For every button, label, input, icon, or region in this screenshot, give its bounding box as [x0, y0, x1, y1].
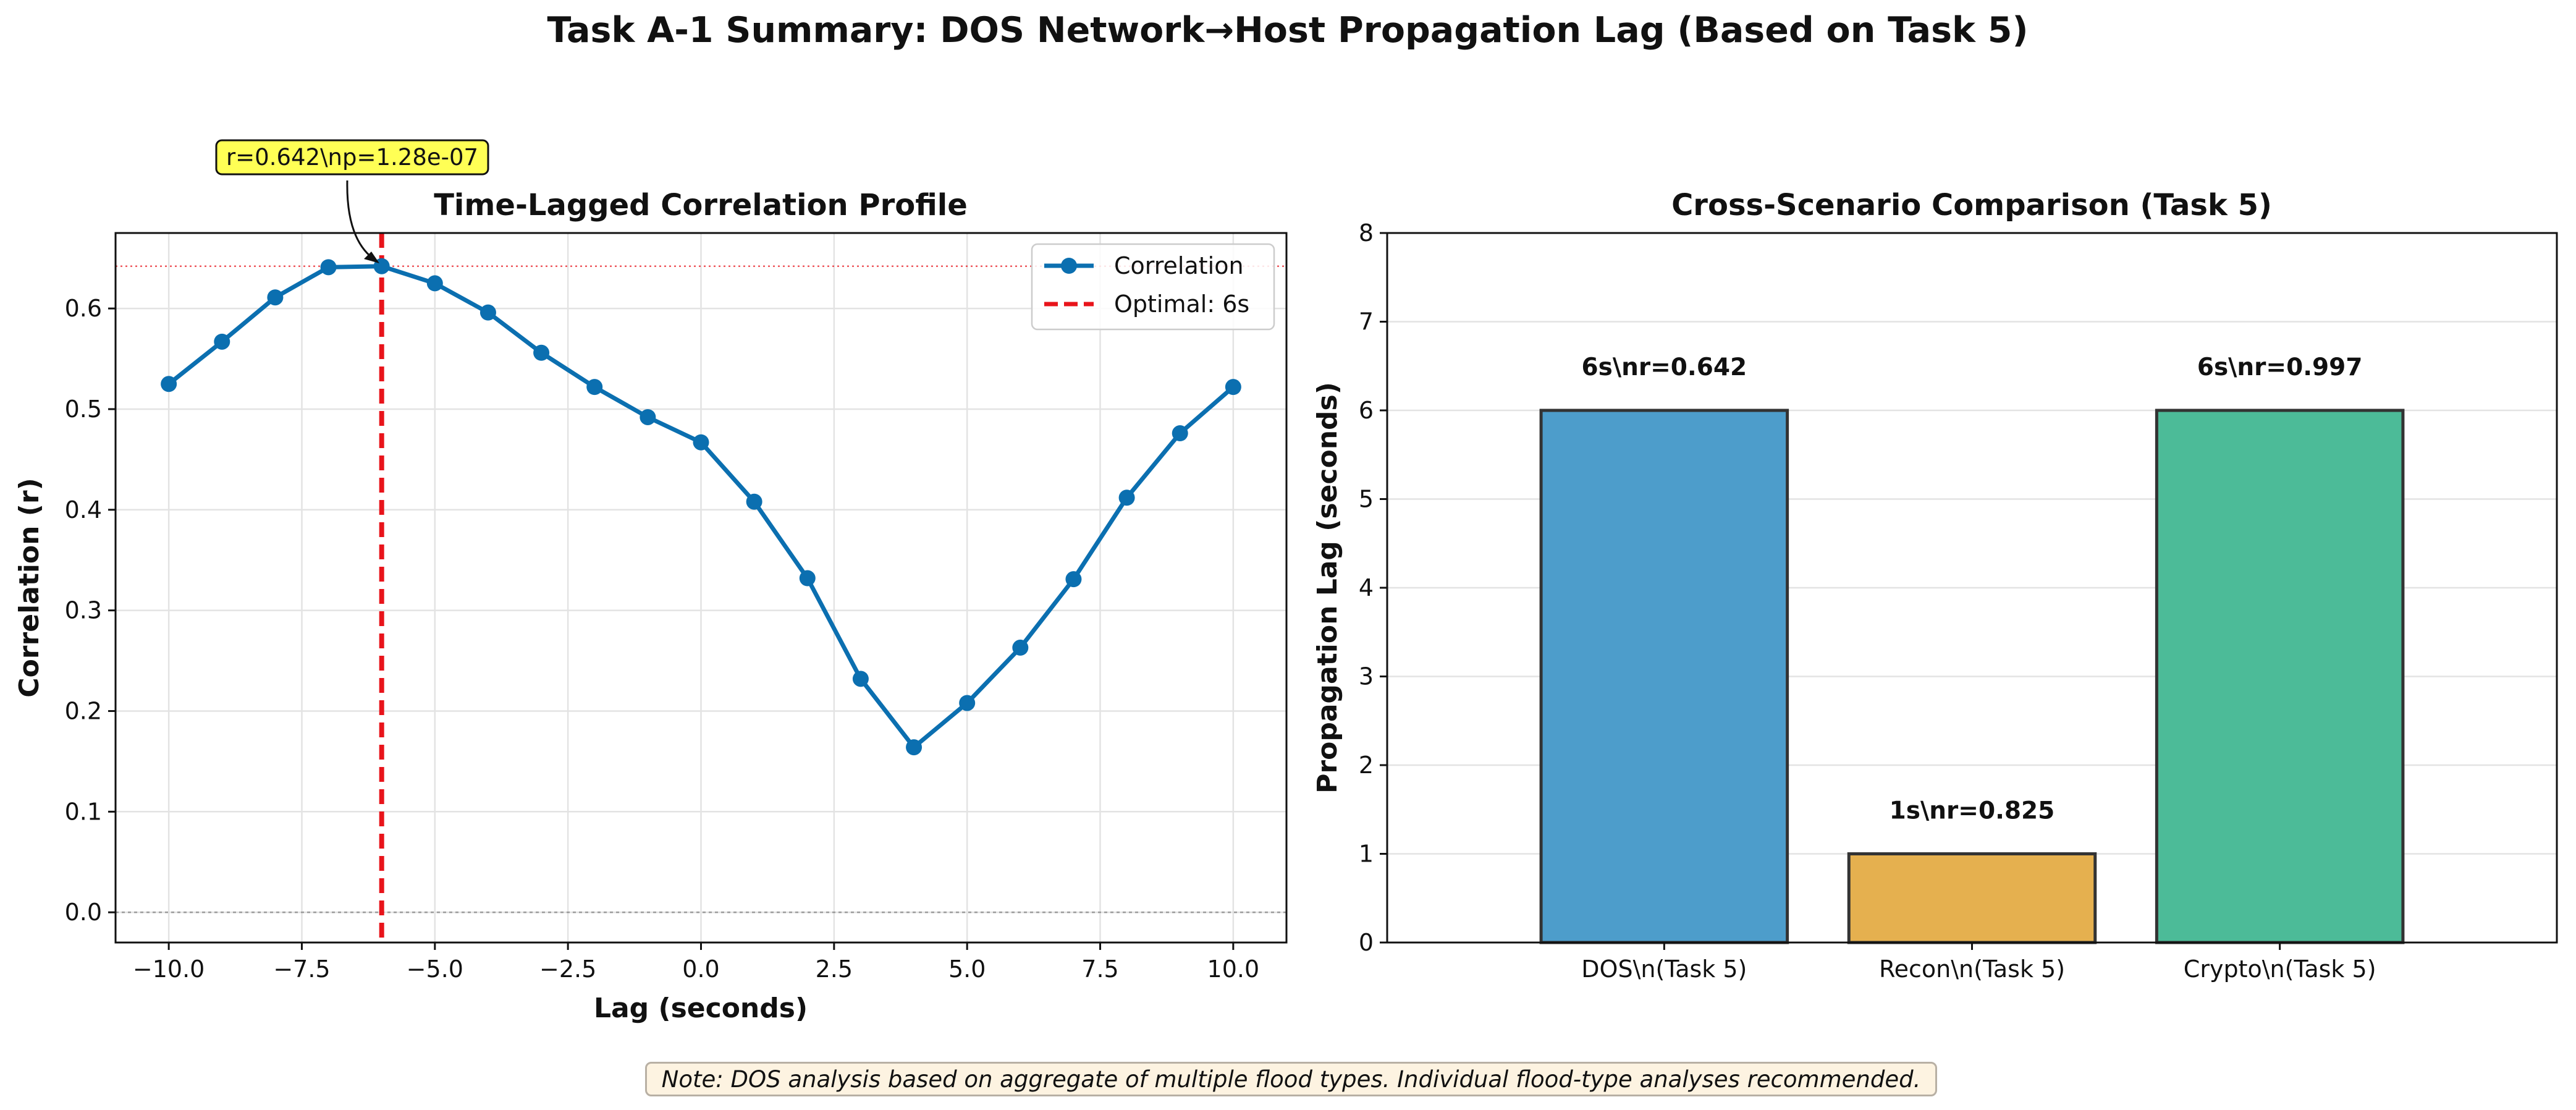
- y-tick-label: 5: [1359, 486, 1374, 513]
- bar-value-label: 1s\nr=0.825: [1890, 797, 2055, 825]
- x-tick-label: Recon\n(Task 5): [1879, 955, 2065, 983]
- correlation-point: [1118, 489, 1135, 506]
- bar-chart-bars: 6s\nr=0.642 1s\nr=0.825 6s\nr=0.997: [1539, 354, 2405, 944]
- y-tick-label: 0.2: [65, 697, 102, 724]
- bar: [1847, 852, 2097, 944]
- line-chart-x-ticks: −10.0 −7.5 −5.0 −2.5 0.0 2.5 5.0 7.5 10.0: [133, 943, 1259, 983]
- y-tick-label: 0.0: [65, 899, 102, 926]
- line-chart-reference-lines: [116, 233, 1286, 943]
- correlation-point: [479, 304, 496, 321]
- bar: [1539, 409, 1789, 944]
- y-tick-label: 8: [1359, 219, 1374, 247]
- correlation-point: [586, 379, 603, 396]
- line-chart-series: [161, 258, 1241, 756]
- x-tick-label: 7.5: [1081, 955, 1118, 983]
- x-tick-label: DOS\n(Task 5): [1581, 955, 1747, 983]
- y-tick-label: 7: [1359, 308, 1374, 336]
- figure-title: Task A-1 Summary: DOS Network→Host Propa…: [547, 10, 2028, 51]
- y-tick-label: 1: [1359, 841, 1374, 868]
- correlation-point: [214, 333, 230, 350]
- bar-chart-panel: Cross-Scenario Comparison (Task 5) 6s\nr…: [1312, 188, 2558, 983]
- bar-chart-y-ticks: 0 1 2 3 4 5 6 7 8: [1359, 219, 1387, 956]
- y-tick-label: 0.6: [65, 295, 102, 322]
- correlation-point: [1225, 379, 1241, 396]
- correlation-point: [320, 259, 337, 276]
- y-tick-label: 3: [1359, 663, 1374, 690]
- annotation-arrow: [346, 180, 377, 262]
- x-tick-label: Crypto\n(Task 5): [2184, 955, 2376, 983]
- x-tick-label: 10.0: [1207, 955, 1260, 983]
- bar: [2155, 409, 2405, 944]
- annotation-text: r=0.642\np=1.28e-07: [226, 144, 478, 171]
- annotation-arrowhead: [364, 252, 379, 263]
- correlation-point: [161, 376, 177, 392]
- bar-chart-x-ticks: DOS\n(Task 5) Recon\n(Task 5) Crypto\n(Tas…: [1581, 943, 2376, 983]
- line-chart-y-ticks: 0.0 0.1 0.2 0.3 0.4 0.5 0.6: [65, 295, 116, 926]
- legend-correlation-label: Correlation: [1114, 252, 1244, 279]
- correlation-point: [426, 275, 443, 292]
- peak-annotation: r=0.642\np=1.28e-07: [215, 139, 489, 263]
- y-tick-label: 0: [1359, 929, 1374, 956]
- correlation-point: [906, 739, 923, 756]
- x-tick-label: −2.5: [539, 955, 596, 983]
- correlation-point: [640, 409, 656, 425]
- line-chart-legend: Correlation Optimal: 6s: [1031, 243, 1275, 331]
- legend-optimal-label: Optimal: 6s: [1114, 290, 1249, 318]
- annotation-box: [215, 139, 489, 176]
- x-tick-label: −10.0: [133, 955, 205, 983]
- legend-correlation-marker: [1061, 258, 1077, 274]
- correlation-point: [1012, 639, 1029, 656]
- x-tick-label: 0.0: [682, 955, 719, 983]
- x-tick-label: −5.0: [407, 955, 463, 983]
- correlation-point: [693, 434, 709, 451]
- y-tick-label: 0.5: [65, 396, 102, 423]
- correlation-point: [746, 493, 762, 510]
- bar-value-label: 6s\nr=0.642: [1582, 354, 1747, 381]
- correlation-point: [799, 570, 816, 587]
- x-tick-label: −7.5: [273, 955, 330, 983]
- y-tick-label: 0.4: [65, 496, 102, 523]
- y-tick-label: 2: [1359, 752, 1374, 779]
- bar-chart-y-axis-label: Propagation Lag (seconds): [1312, 382, 1343, 794]
- correlation-point: [267, 289, 284, 306]
- correlation-point: [1065, 571, 1082, 588]
- line-chart-panel: Time-Lagged Correlation Profile −10.0 −7.…: [14, 139, 1288, 1024]
- x-tick-label: 5.0: [948, 955, 986, 983]
- y-tick-label: 4: [1359, 574, 1374, 601]
- footnote: Note: DOS analysis based on aggregate of…: [645, 1062, 1937, 1096]
- y-tick-label: 0.3: [65, 597, 102, 624]
- line-chart-x-axis-label: Lag (seconds): [594, 993, 808, 1024]
- correlation-point: [852, 671, 869, 687]
- correlation-point: [959, 695, 976, 711]
- line-chart-y-axis-label: Correlation (r): [14, 478, 45, 697]
- correlation-point: [1172, 425, 1188, 442]
- y-tick-label: 0.1: [65, 798, 102, 825]
- x-tick-label: 2.5: [816, 955, 853, 983]
- correlation-point: [533, 344, 550, 361]
- footnote-text: Note: DOS analysis based on aggregate of…: [661, 1066, 1921, 1093]
- line-chart-grid: [116, 233, 1286, 943]
- y-tick-label: 6: [1359, 397, 1374, 424]
- bar-chart-title: Cross-Scenario Comparison (Task 5): [1671, 188, 2272, 222]
- bar-value-label: 6s\nr=0.997: [2197, 354, 2363, 381]
- line-chart-title: Time-Lagged Correlation Profile: [434, 188, 968, 222]
